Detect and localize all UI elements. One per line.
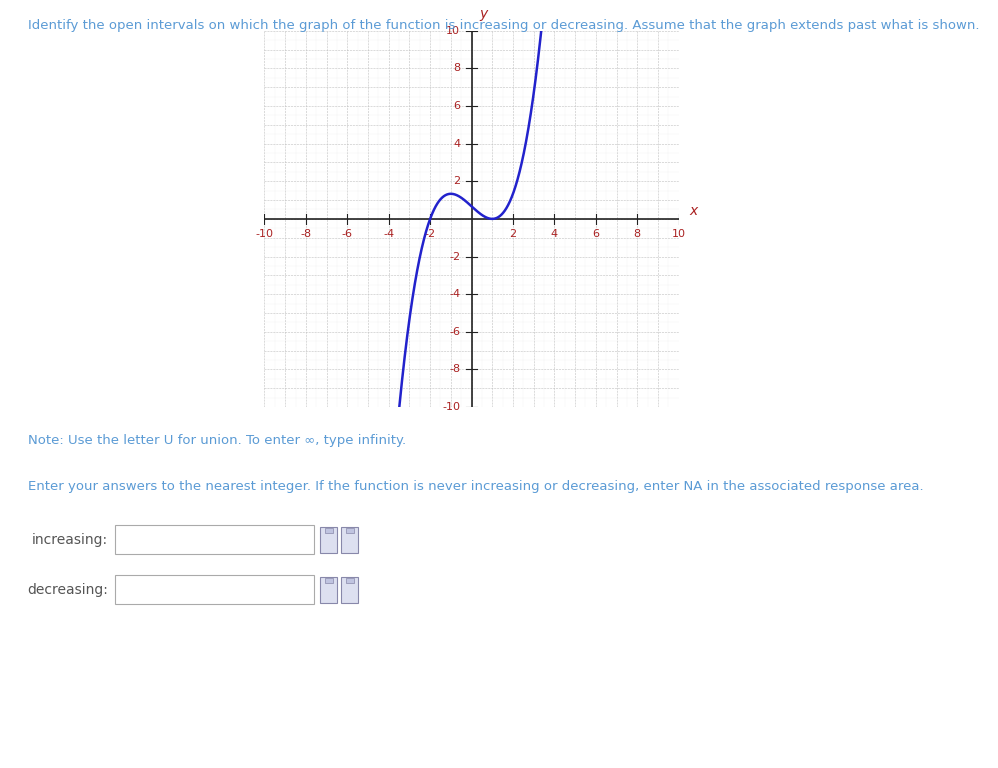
Text: -4: -4 [449,289,460,300]
Text: -8: -8 [300,229,311,239]
Text: 2: 2 [453,176,460,187]
Text: Identify the open intervals on which the graph of the function is increasing or : Identify the open intervals on which the… [28,19,979,32]
Text: 10: 10 [672,229,686,239]
Text: x: x [689,204,698,218]
Text: 4: 4 [551,229,558,239]
Text: y: y [480,8,488,22]
Text: 8: 8 [634,229,641,239]
Text: 6: 6 [592,229,600,239]
Text: -10: -10 [255,229,273,239]
Text: 6: 6 [453,101,460,111]
Text: -8: -8 [449,364,460,375]
Text: -6: -6 [449,326,460,337]
Text: decreasing:: decreasing: [27,583,108,597]
Text: 8: 8 [453,63,460,74]
Text: 2: 2 [509,229,517,239]
Text: 4: 4 [453,138,460,149]
Text: -4: -4 [383,229,394,239]
Text: -2: -2 [424,229,436,239]
Text: -6: -6 [341,229,353,239]
Text: -10: -10 [442,402,460,412]
Text: -2: -2 [449,251,460,262]
Text: Note: Use the letter U for union. To enter ∞, type infinity.: Note: Use the letter U for union. To ent… [28,434,406,447]
Text: Enter your answers to the nearest integer. If the function is never increasing o: Enter your answers to the nearest intege… [28,480,923,493]
Text: 10: 10 [446,25,460,36]
Text: increasing:: increasing: [32,533,108,547]
